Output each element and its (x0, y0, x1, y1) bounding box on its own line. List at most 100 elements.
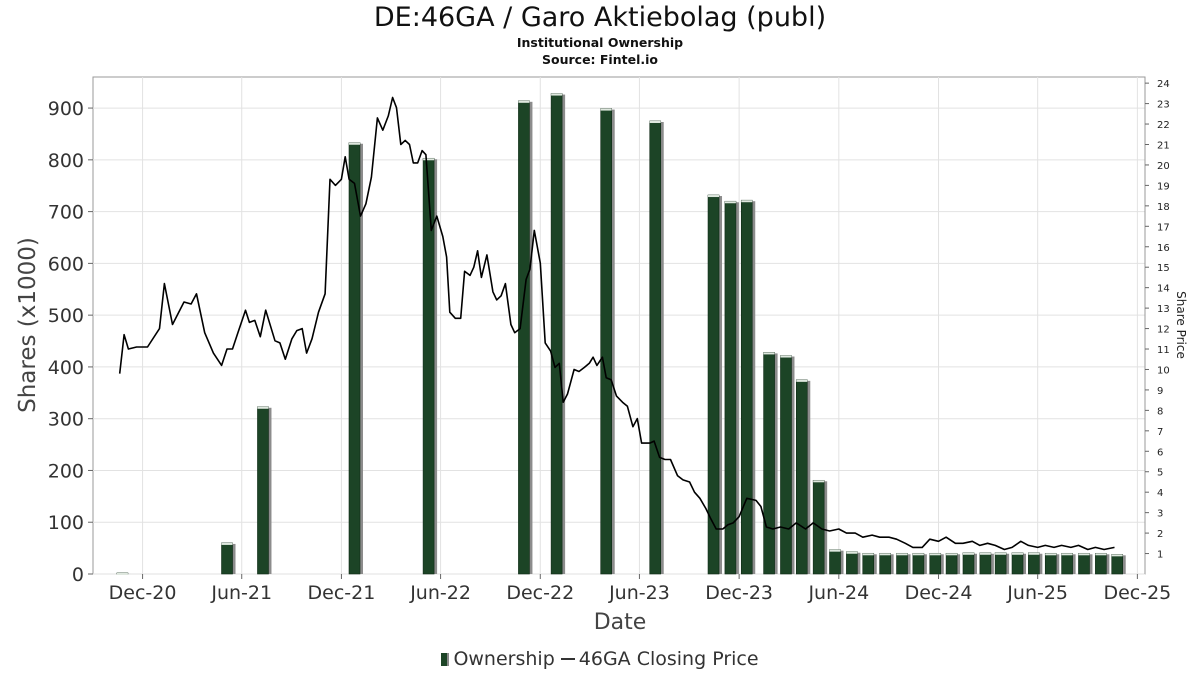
y-tick-label: 300 (48, 409, 84, 431)
y2-tick-label: 12 (1157, 325, 1170, 336)
y2-tick-label: 24 (1157, 79, 1170, 90)
x-tick-label: Dec-23 (705, 582, 773, 604)
x-tick-label: Jun-22 (409, 582, 471, 604)
ownership-bar-top (1028, 552, 1040, 555)
ownership-bar (962, 552, 975, 575)
ownership-bar (740, 199, 753, 575)
y-tick-label: 600 (48, 253, 84, 275)
price-polyline (118, 96, 1115, 551)
x-tick-label: Dec-24 (905, 582, 973, 604)
ownership-bar-top (116, 572, 128, 575)
y2-tick-label: 7 (1157, 427, 1163, 438)
ownership-bar-top (879, 553, 891, 556)
y2-tick-label: 8 (1157, 406, 1163, 417)
ownership-bar (780, 355, 792, 575)
y-tick-label: 100 (48, 512, 84, 534)
ownership-bar (1078, 552, 1090, 575)
ownership-bar (600, 108, 612, 575)
ownership-bar (724, 200, 737, 575)
ownership-bar-top (862, 553, 874, 556)
ownership-bar-top (763, 352, 775, 355)
x-tick-label: Dec-21 (308, 582, 376, 604)
ownership-bar-top (912, 553, 924, 556)
ownership-bar (862, 552, 875, 575)
x-tick-label: Dec-20 (109, 582, 177, 604)
ownership-bar-top (813, 480, 825, 483)
ownership-bar-top (929, 553, 941, 556)
ownership-bar (1111, 554, 1124, 575)
chart-title: DE:46GA / Garo Aktiebolag (publ) (373, 2, 827, 33)
y2-tick-label: 17 (1157, 222, 1170, 233)
chart-source: Source: Fintel.io (542, 52, 658, 67)
x-tick-label: Jun-25 (1006, 582, 1068, 604)
ownership-bar-top (1012, 552, 1024, 555)
ownership-bar-top (1061, 553, 1073, 556)
ownership-bar-top (741, 200, 753, 203)
ownership-bar-top (1111, 554, 1123, 557)
chart-subtitle: Institutional Ownership (516, 35, 684, 50)
ownership-bar-top (1095, 553, 1107, 556)
y2-tick-label: 16 (1157, 243, 1170, 254)
ownership-bar (994, 552, 1007, 575)
y2-tick-label: 15 (1157, 263, 1170, 274)
legend-price-label: 46GA Closing Price (578, 648, 759, 670)
y2-tick-label: 22 (1157, 120, 1170, 131)
ownership-bar (518, 100, 530, 575)
y2-tick-label: 6 (1157, 447, 1163, 458)
y2-tick-label: 14 (1157, 284, 1170, 295)
ownership-bar (763, 352, 775, 575)
x-axis-label: Date (594, 610, 647, 635)
y-tick-label: 700 (48, 202, 84, 224)
y2-tick-label: 18 (1157, 202, 1170, 213)
ownership-bar (1011, 552, 1024, 575)
ownership-bar (1028, 552, 1040, 575)
legend-ownership-label: Ownership (453, 648, 555, 670)
ownership-bar-top (829, 549, 841, 552)
legend: Ownership 46GA Closing Price (0, 648, 1200, 670)
ownership-bar-top (995, 552, 1007, 555)
ownership-bar-top (1045, 553, 1057, 556)
ownership-bar (846, 551, 858, 575)
y2-tick-label: 13 (1157, 304, 1170, 315)
ownership-bar-top (796, 379, 808, 382)
y2-tick-label: 9 (1157, 386, 1163, 397)
x-tick-label: Dec-25 (1103, 582, 1171, 604)
y2-tick-label: 10 (1157, 365, 1170, 376)
ownership-bars (116, 93, 1126, 575)
ownership-bar-top (649, 121, 661, 124)
y2-tick-label: 11 (1157, 345, 1170, 356)
y2-tick-label: 4 (1157, 488, 1163, 499)
ownership-bar (1095, 552, 1107, 575)
ownership-bar (221, 542, 233, 575)
x-tick-label: Dec-22 (506, 582, 574, 604)
legend-price-swatch (560, 658, 575, 660)
ownership-bar-top (896, 553, 908, 556)
ownership-bar (896, 552, 908, 575)
y2-tick-label: 2 (1157, 529, 1163, 540)
ownership-bar-top (518, 100, 530, 103)
y-tick-label: 500 (48, 305, 84, 327)
ownership-bar (550, 93, 563, 575)
y2-tick-label: 23 (1157, 100, 1170, 111)
ownership-bar (879, 552, 891, 575)
ownership-bar (945, 552, 958, 575)
ownership-bar-top (257, 406, 269, 409)
ownership-bar-top (708, 195, 720, 198)
y2-tick-label: 20 (1157, 161, 1170, 172)
y-tick-label: 800 (48, 150, 84, 172)
ownership-bar-top (780, 355, 792, 358)
ownership-bar-top (423, 158, 435, 161)
ownership-bar-top (724, 201, 736, 204)
ownership-bar (1044, 552, 1057, 575)
y2-tick-label: 19 (1157, 181, 1170, 192)
ownership-bar-top (846, 551, 858, 554)
y2-tick-label: 1 (1157, 550, 1163, 561)
ownership-bar-top (551, 93, 563, 96)
ownership-bar (829, 549, 841, 575)
ownership-bar-top (946, 553, 958, 556)
y2-tick-label: 21 (1157, 140, 1170, 151)
price-line (118, 96, 1115, 551)
ownership-bar-top (349, 142, 361, 145)
ownership-bar-top (979, 552, 991, 555)
